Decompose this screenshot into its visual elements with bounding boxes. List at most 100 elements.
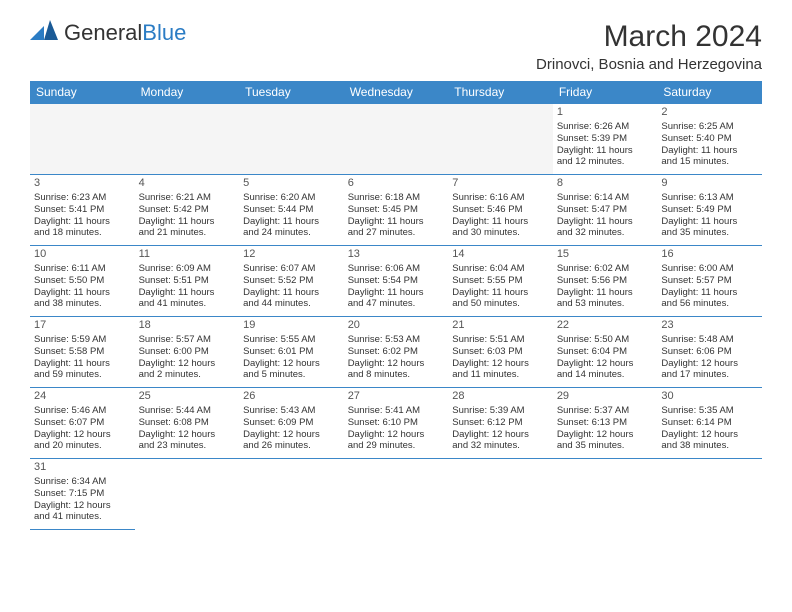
cell-line: Sunset: 6:14 PM xyxy=(661,417,758,429)
cell-line: Daylight: 11 hours xyxy=(34,287,131,299)
calendar-row: 31Sunrise: 6:34 AMSunset: 7:15 PMDayligh… xyxy=(30,459,762,530)
cell-line: and 14 minutes. xyxy=(557,369,654,381)
cell-line: Sunset: 5:42 PM xyxy=(139,204,236,216)
cell-line: Sunset: 5:47 PM xyxy=(557,204,654,216)
month-title: March 2024 xyxy=(536,20,762,54)
cell-line: Sunrise: 6:14 AM xyxy=(557,192,654,204)
cell-line: and 41 minutes. xyxy=(139,298,236,310)
cell-line: Sunrise: 6:25 AM xyxy=(661,121,758,133)
calendar-cell: 17Sunrise: 5:59 AMSunset: 5:58 PMDayligh… xyxy=(30,317,135,388)
cell-line: Sunset: 6:01 PM xyxy=(243,346,340,358)
day-number: 13 xyxy=(348,248,445,262)
cell-line: and 8 minutes. xyxy=(348,369,445,381)
cell-line: Sunset: 5:58 PM xyxy=(34,346,131,358)
logo-text-1: General xyxy=(64,20,142,46)
day-number: 28 xyxy=(452,390,549,404)
cell-line: and 56 minutes. xyxy=(661,298,758,310)
day-number: 24 xyxy=(34,390,131,404)
cell-line: Daylight: 12 hours xyxy=(661,429,758,441)
cell-line: Sunrise: 6:00 AM xyxy=(661,263,758,275)
calendar-row: 3Sunrise: 6:23 AMSunset: 5:41 PMDaylight… xyxy=(30,175,762,246)
calendar-table: SundayMondayTuesdayWednesdayThursdayFrid… xyxy=(30,81,762,530)
cell-line: Sunset: 6:10 PM xyxy=(348,417,445,429)
cell-line: Sunset: 6:12 PM xyxy=(452,417,549,429)
calendar-cell: 21Sunrise: 5:51 AMSunset: 6:03 PMDayligh… xyxy=(448,317,553,388)
calendar-cell: 6Sunrise: 6:18 AMSunset: 5:45 PMDaylight… xyxy=(344,175,449,246)
calendar-cell: 14Sunrise: 6:04 AMSunset: 5:55 PMDayligh… xyxy=(448,246,553,317)
cell-line: Daylight: 11 hours xyxy=(661,287,758,299)
day-number: 23 xyxy=(661,319,758,333)
day-number: 12 xyxy=(243,248,340,262)
cell-line: Sunset: 6:13 PM xyxy=(557,417,654,429)
calendar-cell: 10Sunrise: 6:11 AMSunset: 5:50 PMDayligh… xyxy=(30,246,135,317)
calendar-cell: 3Sunrise: 6:23 AMSunset: 5:41 PMDaylight… xyxy=(30,175,135,246)
cell-line: Daylight: 12 hours xyxy=(452,429,549,441)
day-number: 18 xyxy=(139,319,236,333)
cell-line: Daylight: 11 hours xyxy=(452,287,549,299)
cell-line: Daylight: 11 hours xyxy=(661,145,758,157)
cell-line: Sunrise: 6:09 AM xyxy=(139,263,236,275)
cell-line: Daylight: 11 hours xyxy=(348,287,445,299)
calendar-cell: 22Sunrise: 5:50 AMSunset: 6:04 PMDayligh… xyxy=(553,317,658,388)
calendar-cell xyxy=(344,459,449,530)
calendar-cell xyxy=(448,459,553,530)
cell-line: Sunrise: 5:46 AM xyxy=(34,405,131,417)
cell-line: and 32 minutes. xyxy=(452,440,549,452)
calendar-cell xyxy=(553,459,658,530)
calendar-cell xyxy=(448,104,553,175)
day-header: Friday xyxy=(553,81,658,104)
cell-line: Sunrise: 5:37 AM xyxy=(557,405,654,417)
cell-line: Sunrise: 5:59 AM xyxy=(34,334,131,346)
cell-line: Sunrise: 5:55 AM xyxy=(243,334,340,346)
cell-line: Daylight: 11 hours xyxy=(34,358,131,370)
cell-line: Daylight: 11 hours xyxy=(661,216,758,228)
cell-line: and 5 minutes. xyxy=(243,369,340,381)
cell-line: Daylight: 11 hours xyxy=(139,287,236,299)
cell-line: Sunrise: 5:50 AM xyxy=(557,334,654,346)
cell-line: Sunset: 5:40 PM xyxy=(661,133,758,145)
cell-line: and 47 minutes. xyxy=(348,298,445,310)
calendar-cell: 11Sunrise: 6:09 AMSunset: 5:51 PMDayligh… xyxy=(135,246,240,317)
cell-line: and 23 minutes. xyxy=(139,440,236,452)
day-number: 27 xyxy=(348,390,445,404)
cell-line: Sunset: 5:45 PM xyxy=(348,204,445,216)
cell-line: and 29 minutes. xyxy=(348,440,445,452)
day-number: 5 xyxy=(243,177,340,191)
day-number: 2 xyxy=(661,106,758,120)
cell-line: Sunrise: 6:21 AM xyxy=(139,192,236,204)
logo: GeneralBlue xyxy=(30,20,186,46)
cell-line: Sunset: 5:56 PM xyxy=(557,275,654,287)
day-number: 20 xyxy=(348,319,445,333)
title-block: March 2024 Drinovci, Bosnia and Herzegov… xyxy=(536,20,762,73)
cell-line: and 15 minutes. xyxy=(661,156,758,168)
cell-line: Daylight: 12 hours xyxy=(452,358,549,370)
cell-line: Sunrise: 5:48 AM xyxy=(661,334,758,346)
location: Drinovci, Bosnia and Herzegovina xyxy=(536,56,762,73)
cell-line: Sunrise: 6:16 AM xyxy=(452,192,549,204)
calendar-cell: 30Sunrise: 5:35 AMSunset: 6:14 PMDayligh… xyxy=(657,388,762,459)
cell-line: Daylight: 11 hours xyxy=(34,216,131,228)
cell-line: Daylight: 11 hours xyxy=(243,287,340,299)
cell-line: Daylight: 11 hours xyxy=(139,216,236,228)
day-header: Thursday xyxy=(448,81,553,104)
cell-line: Sunset: 6:08 PM xyxy=(139,417,236,429)
cell-line: and 53 minutes. xyxy=(557,298,654,310)
calendar-cell: 5Sunrise: 6:20 AMSunset: 5:44 PMDaylight… xyxy=(239,175,344,246)
calendar-cell: 2Sunrise: 6:25 AMSunset: 5:40 PMDaylight… xyxy=(657,104,762,175)
day-number: 21 xyxy=(452,319,549,333)
cell-line: Sunrise: 6:02 AM xyxy=(557,263,654,275)
cell-line: Daylight: 11 hours xyxy=(557,145,654,157)
calendar-cell: 24Sunrise: 5:46 AMSunset: 6:07 PMDayligh… xyxy=(30,388,135,459)
cell-line: Daylight: 11 hours xyxy=(348,216,445,228)
calendar-cell: 12Sunrise: 6:07 AMSunset: 5:52 PMDayligh… xyxy=(239,246,344,317)
calendar-cell: 4Sunrise: 6:21 AMSunset: 5:42 PMDaylight… xyxy=(135,175,240,246)
calendar-row: 1Sunrise: 6:26 AMSunset: 5:39 PMDaylight… xyxy=(30,104,762,175)
day-number: 4 xyxy=(139,177,236,191)
cell-line: and 20 minutes. xyxy=(34,440,131,452)
logo-text-2: Blue xyxy=(142,20,186,46)
day-number: 26 xyxy=(243,390,340,404)
day-number: 9 xyxy=(661,177,758,191)
cell-line: Daylight: 12 hours xyxy=(139,358,236,370)
cell-line: Daylight: 12 hours xyxy=(348,358,445,370)
cell-line: Daylight: 12 hours xyxy=(243,429,340,441)
